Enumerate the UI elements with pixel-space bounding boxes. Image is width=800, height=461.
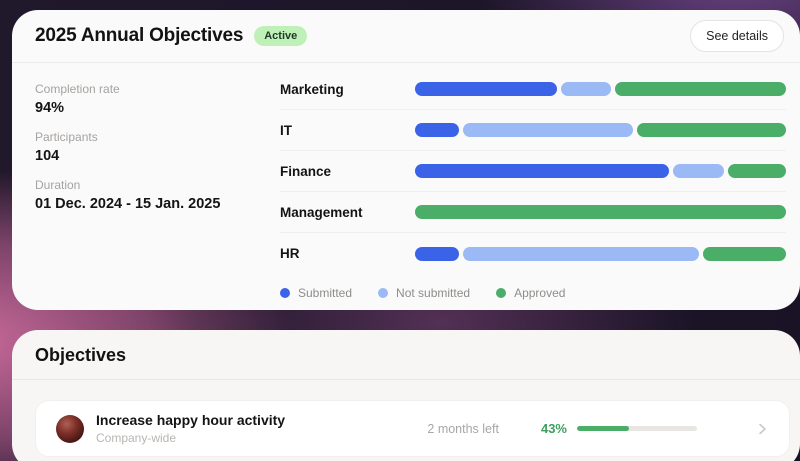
see-details-button[interactable]: See details bbox=[690, 20, 784, 52]
bar-segment-submitted bbox=[415, 164, 670, 178]
row-label: Finance bbox=[280, 163, 332, 179]
progress-percent-label: 43% bbox=[540, 421, 567, 436]
bar-segment-not-submitted bbox=[560, 82, 612, 96]
summary-body: Completion rate 94% Participants 104 Dur… bbox=[12, 63, 800, 300]
bar-segment-submitted bbox=[415, 246, 459, 261]
bar-segment-approved bbox=[727, 164, 786, 178]
objective-item[interactable]: Increase happy hour activity Company-wide… bbox=[35, 400, 790, 457]
objectives-title: Objectives bbox=[35, 345, 127, 365]
row-label: Marketing bbox=[280, 81, 344, 97]
objectives-list: Increase happy hour activity Company-wide… bbox=[12, 380, 800, 457]
legend-dot-icon bbox=[280, 288, 290, 298]
progress-bar-fill bbox=[577, 426, 629, 431]
stat-participants: Participants 104 bbox=[35, 130, 280, 164]
objectives-header: Objectives bbox=[12, 330, 800, 380]
row-label: HR bbox=[280, 246, 300, 261]
stat-duration: Duration 01 Dec. 2024 - 15 Jan. 2025 bbox=[35, 178, 280, 212]
summary-title: 2025 Annual Objectives bbox=[35, 25, 244, 46]
chart-rows: Marketing IT Finance Management HR bbox=[280, 69, 786, 274]
objective-meta: 2 months left 43% bbox=[427, 421, 769, 436]
legend-dot-icon bbox=[378, 288, 389, 298]
legend-item-approved: Approved bbox=[496, 286, 565, 300]
legend-dot-icon bbox=[496, 288, 507, 298]
legend-label: Not submitted bbox=[396, 286, 471, 300]
stat-completion-rate: Completion rate 94% bbox=[35, 82, 280, 116]
time-left-label: 2 months left bbox=[427, 421, 499, 436]
chart-row-marketing: Marketing bbox=[280, 69, 786, 110]
chart-legend: Submitted Not submitted Approved bbox=[280, 286, 786, 300]
legend-item-submitted: Submitted bbox=[280, 286, 352, 300]
objectives-card: Objectives Increase happy hour activity C… bbox=[12, 330, 800, 461]
chart-row-management: Management bbox=[280, 192, 786, 233]
bar-segment-not-submitted bbox=[462, 246, 699, 261]
stat-value: 01 Dec. 2024 - 15 Jan. 2025 bbox=[35, 196, 221, 212]
status-badge: Active bbox=[254, 26, 308, 46]
progress-bar bbox=[577, 426, 697, 431]
legend-label: Approved bbox=[514, 286, 566, 300]
objective-text: Increase happy hour activity Company-wide bbox=[96, 412, 285, 445]
chart-row-hr: HR bbox=[280, 233, 786, 274]
stat-label: Completion rate bbox=[35, 82, 120, 96]
bar-track bbox=[415, 123, 786, 137]
stat-label: Duration bbox=[35, 178, 81, 192]
bar-track bbox=[415, 205, 786, 219]
stat-value: 94% bbox=[35, 100, 65, 116]
summary-card: 2025 Annual Objectives Active See detail… bbox=[12, 10, 800, 310]
bar-segment-submitted bbox=[415, 82, 557, 96]
chart-row-finance: Finance bbox=[280, 151, 786, 192]
chart-row-it: IT bbox=[280, 110, 786, 151]
bar-track bbox=[415, 164, 786, 178]
objective-item-title: Increase happy hour activity bbox=[96, 412, 286, 428]
row-label: Management bbox=[280, 204, 363, 220]
objective-item-scope: Company-wide bbox=[96, 431, 177, 445]
bar-segment-not-submitted bbox=[462, 123, 634, 137]
department-status-chart: Marketing IT Finance Management HR Submitted… bbox=[280, 63, 800, 300]
row-label: IT bbox=[280, 122, 292, 138]
bar-segment-approved bbox=[702, 246, 786, 261]
avatar bbox=[56, 414, 84, 443]
bar-segment-not-submitted bbox=[673, 164, 724, 178]
bar-segment-approved bbox=[415, 205, 786, 219]
bar-track bbox=[415, 82, 786, 96]
chevron-right-icon[interactable] bbox=[755, 422, 769, 436]
bar-segment-approved bbox=[615, 82, 786, 96]
legend-label: Submitted bbox=[298, 286, 353, 300]
legend-item-not-submitted: Not submitted bbox=[378, 286, 470, 300]
stat-value: 104 bbox=[35, 148, 60, 164]
bar-segment-approved bbox=[637, 123, 786, 137]
bar-track bbox=[415, 246, 786, 261]
stat-label: Participants bbox=[35, 130, 98, 144]
summary-card-header: 2025 Annual Objectives Active See detail… bbox=[12, 10, 800, 63]
stats-panel: Completion rate 94% Participants 104 Dur… bbox=[35, 63, 280, 300]
bar-segment-submitted bbox=[415, 123, 459, 137]
